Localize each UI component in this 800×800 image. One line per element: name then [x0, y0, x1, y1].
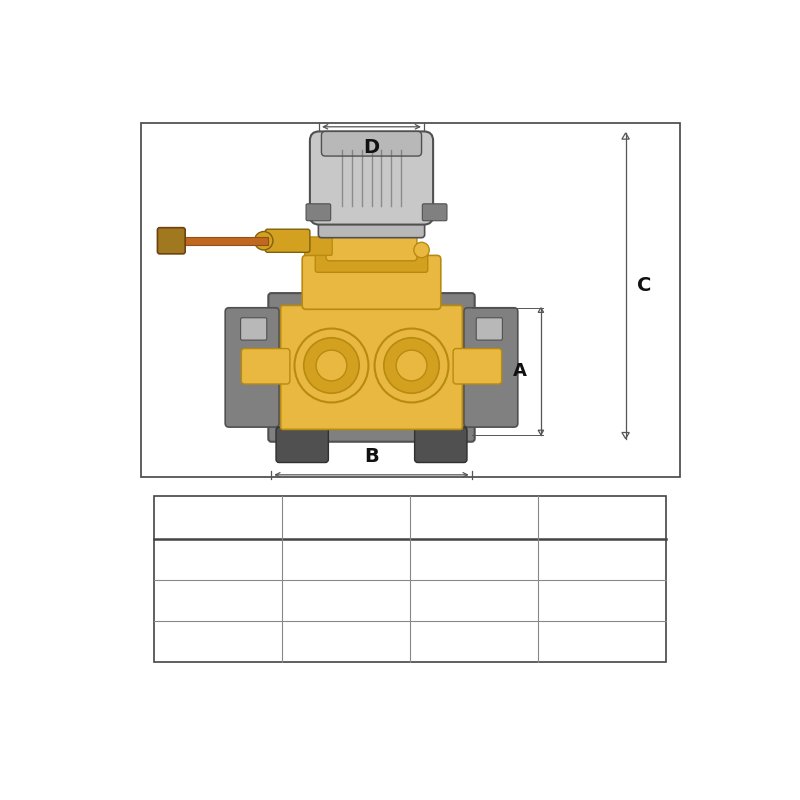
FancyBboxPatch shape [305, 237, 332, 255]
FancyBboxPatch shape [276, 427, 328, 462]
Text: D: D [363, 138, 379, 158]
FancyBboxPatch shape [266, 230, 310, 252]
FancyBboxPatch shape [158, 228, 185, 254]
Circle shape [374, 329, 449, 402]
Text: 1": 1" [208, 633, 228, 650]
Bar [183, 237, 267, 245]
Text: 69: 69 [590, 633, 614, 650]
Circle shape [316, 350, 347, 381]
Text: 65: 65 [334, 550, 358, 568]
FancyBboxPatch shape [315, 250, 428, 272]
FancyBboxPatch shape [464, 308, 518, 427]
Text: 1/2": 1/2" [200, 550, 237, 568]
Text: 69: 69 [590, 591, 614, 610]
FancyBboxPatch shape [476, 318, 502, 340]
Text: 75: 75 [334, 591, 358, 610]
Polygon shape [622, 133, 630, 139]
FancyBboxPatch shape [318, 209, 425, 238]
Text: D: D [592, 506, 611, 529]
Polygon shape [622, 433, 630, 438]
Text: 106,5: 106,5 [448, 550, 500, 568]
Text: B: B [364, 446, 379, 466]
Text: B: B [337, 506, 355, 529]
Circle shape [396, 350, 427, 381]
FancyBboxPatch shape [268, 293, 474, 442]
Text: C: C [465, 506, 482, 529]
Bar [141, 123, 679, 477]
FancyBboxPatch shape [326, 228, 417, 261]
Text: A: A [513, 362, 527, 380]
Circle shape [414, 242, 430, 258]
FancyBboxPatch shape [302, 255, 441, 310]
Circle shape [384, 338, 439, 394]
Text: 106,5: 106,5 [448, 591, 500, 610]
Circle shape [294, 329, 369, 402]
Text: 3/4": 3/4" [200, 591, 237, 610]
FancyBboxPatch shape [414, 427, 467, 462]
Text: 112,5: 112,5 [448, 633, 500, 650]
Text: A: A [210, 506, 227, 529]
FancyBboxPatch shape [453, 349, 502, 384]
Circle shape [304, 338, 359, 394]
Text: 69: 69 [590, 550, 614, 568]
Bar [154, 496, 666, 662]
Polygon shape [538, 430, 544, 435]
FancyBboxPatch shape [242, 349, 290, 384]
Text: C: C [637, 276, 651, 295]
FancyBboxPatch shape [226, 308, 279, 427]
FancyBboxPatch shape [281, 306, 462, 430]
FancyBboxPatch shape [310, 131, 433, 225]
FancyBboxPatch shape [322, 131, 422, 156]
Text: 85: 85 [334, 633, 358, 650]
FancyBboxPatch shape [422, 204, 447, 221]
Polygon shape [538, 308, 544, 312]
FancyBboxPatch shape [306, 204, 330, 221]
Circle shape [254, 231, 273, 250]
FancyBboxPatch shape [241, 318, 266, 340]
